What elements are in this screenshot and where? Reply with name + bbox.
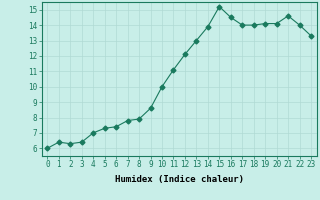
X-axis label: Humidex (Indice chaleur): Humidex (Indice chaleur)	[115, 175, 244, 184]
